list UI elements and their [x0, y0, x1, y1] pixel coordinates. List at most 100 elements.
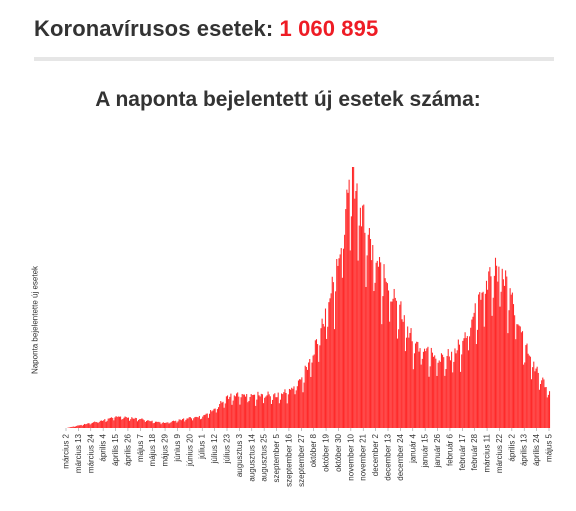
daily-case-bar	[132, 418, 134, 428]
x-tick-label: március 13	[74, 433, 83, 473]
daily-case-bar	[197, 417, 199, 428]
daily-case-bar	[149, 421, 151, 428]
daily-case-bar	[304, 365, 306, 428]
daily-case-bar	[413, 353, 415, 428]
daily-case-bar	[356, 183, 358, 428]
daily-case-bar	[232, 400, 234, 428]
daily-case-bar	[185, 419, 187, 428]
daily-case-bar	[163, 422, 166, 428]
daily-case-bar	[167, 422, 169, 428]
daily-case-bar	[368, 228, 370, 428]
daily-case-bar	[310, 376, 312, 428]
daily-case-bar	[498, 266, 500, 428]
daily-case-bar	[338, 258, 340, 428]
daily-case-bar	[363, 204, 365, 428]
daily-case-bar	[390, 301, 392, 428]
x-tick-label: december 2	[371, 433, 380, 476]
daily-case-bar	[530, 379, 533, 428]
x-tick-label: február 17	[458, 433, 467, 470]
daily-case-bar	[359, 207, 361, 428]
daily-case-bar	[249, 396, 251, 428]
daily-case-bar	[438, 360, 440, 428]
daily-case-bar	[353, 167, 355, 428]
daily-case-bar	[130, 419, 132, 428]
daily-case-bar	[113, 420, 115, 428]
daily-case-bar	[400, 301, 402, 428]
daily-case-bar	[329, 298, 331, 428]
x-tick-label: április 24	[532, 433, 541, 466]
daily-case-bar	[112, 418, 114, 428]
daily-case-bar	[154, 421, 157, 428]
daily-case-bar	[430, 347, 432, 428]
daily-case-bar	[290, 389, 292, 428]
daily-case-bar	[533, 361, 535, 428]
daily-case-bar	[373, 291, 375, 428]
daily-case-bar	[277, 392, 279, 428]
daily-case-bar	[133, 418, 135, 428]
daily-case-bar	[213, 408, 215, 428]
daily-case-bar	[455, 353, 457, 428]
bars-group	[67, 167, 551, 428]
daily-case-bar	[324, 308, 327, 428]
daily-case-bar	[520, 332, 522, 428]
daily-case-bar	[250, 394, 252, 428]
daily-case-bar	[549, 391, 551, 428]
daily-case-bar	[193, 418, 195, 428]
daily-case-bar	[328, 302, 330, 428]
x-tick-label: július 12	[210, 433, 219, 464]
daily-case-bar	[103, 420, 105, 428]
daily-case-bar	[294, 394, 296, 428]
daily-case-bar	[434, 355, 436, 428]
daily-case-bar	[481, 292, 483, 428]
daily-case-bar	[256, 399, 258, 428]
daily-case-bar	[386, 283, 388, 428]
x-tick-label: december 24	[396, 433, 405, 480]
daily-case-bar	[175, 420, 177, 428]
daily-case-bar	[180, 420, 182, 428]
daily-case-bar	[241, 393, 243, 428]
daily-case-bar	[127, 417, 129, 428]
x-tick-label: július 23	[223, 433, 232, 464]
daily-case-bar	[70, 427, 72, 428]
daily-case-bar	[399, 304, 401, 428]
daily-case-bar	[283, 392, 285, 428]
daily-case-bar	[86, 423, 88, 428]
daily-case-bar	[519, 326, 521, 428]
daily-case-bar	[239, 404, 241, 428]
daily-case-bar	[401, 319, 403, 428]
case-count-headline: Koronavírusos esetek: 1 060 895	[34, 16, 378, 42]
daily-case-bar	[162, 422, 164, 428]
x-tick-label: augusztus 3	[235, 433, 244, 477]
chart-title: A naponta bejelentett új esetek száma:	[95, 88, 481, 111]
daily-case-bar	[123, 417, 125, 428]
x-tick-label: április 4	[99, 433, 108, 461]
daily-case-bar	[447, 349, 449, 428]
daily-case-bar	[204, 414, 206, 428]
daily-case-bar	[301, 377, 303, 428]
daily-case-bar	[292, 388, 294, 428]
daily-case-bar	[186, 418, 188, 428]
daily-case-bar	[489, 267, 491, 428]
daily-case-bar	[259, 396, 261, 428]
daily-case-bar	[460, 371, 462, 428]
x-tick-label: július 1	[198, 433, 207, 459]
daily-case-bar	[115, 416, 117, 428]
daily-case-bar	[408, 337, 410, 428]
x-tick-label: november 21	[359, 433, 368, 480]
daily-case-bar	[469, 336, 471, 428]
daily-case-bar	[543, 379, 545, 428]
daily-case-bar	[480, 299, 482, 428]
daily-case-bar	[511, 292, 513, 428]
daily-case-bar	[263, 403, 265, 428]
daily-case-bar	[416, 341, 418, 428]
daily-case-bar	[371, 260, 373, 428]
daily-case-bar	[366, 255, 368, 428]
daily-case-bar	[380, 262, 382, 428]
x-tick-label: augusztus 14	[247, 433, 256, 481]
daily-case-bar	[136, 421, 138, 428]
daily-case-bar	[326, 338, 328, 428]
daily-case-bar	[168, 423, 170, 428]
daily-case-bar	[166, 422, 168, 428]
daily-case-bar	[121, 419, 123, 428]
daily-case-bar	[220, 401, 222, 428]
